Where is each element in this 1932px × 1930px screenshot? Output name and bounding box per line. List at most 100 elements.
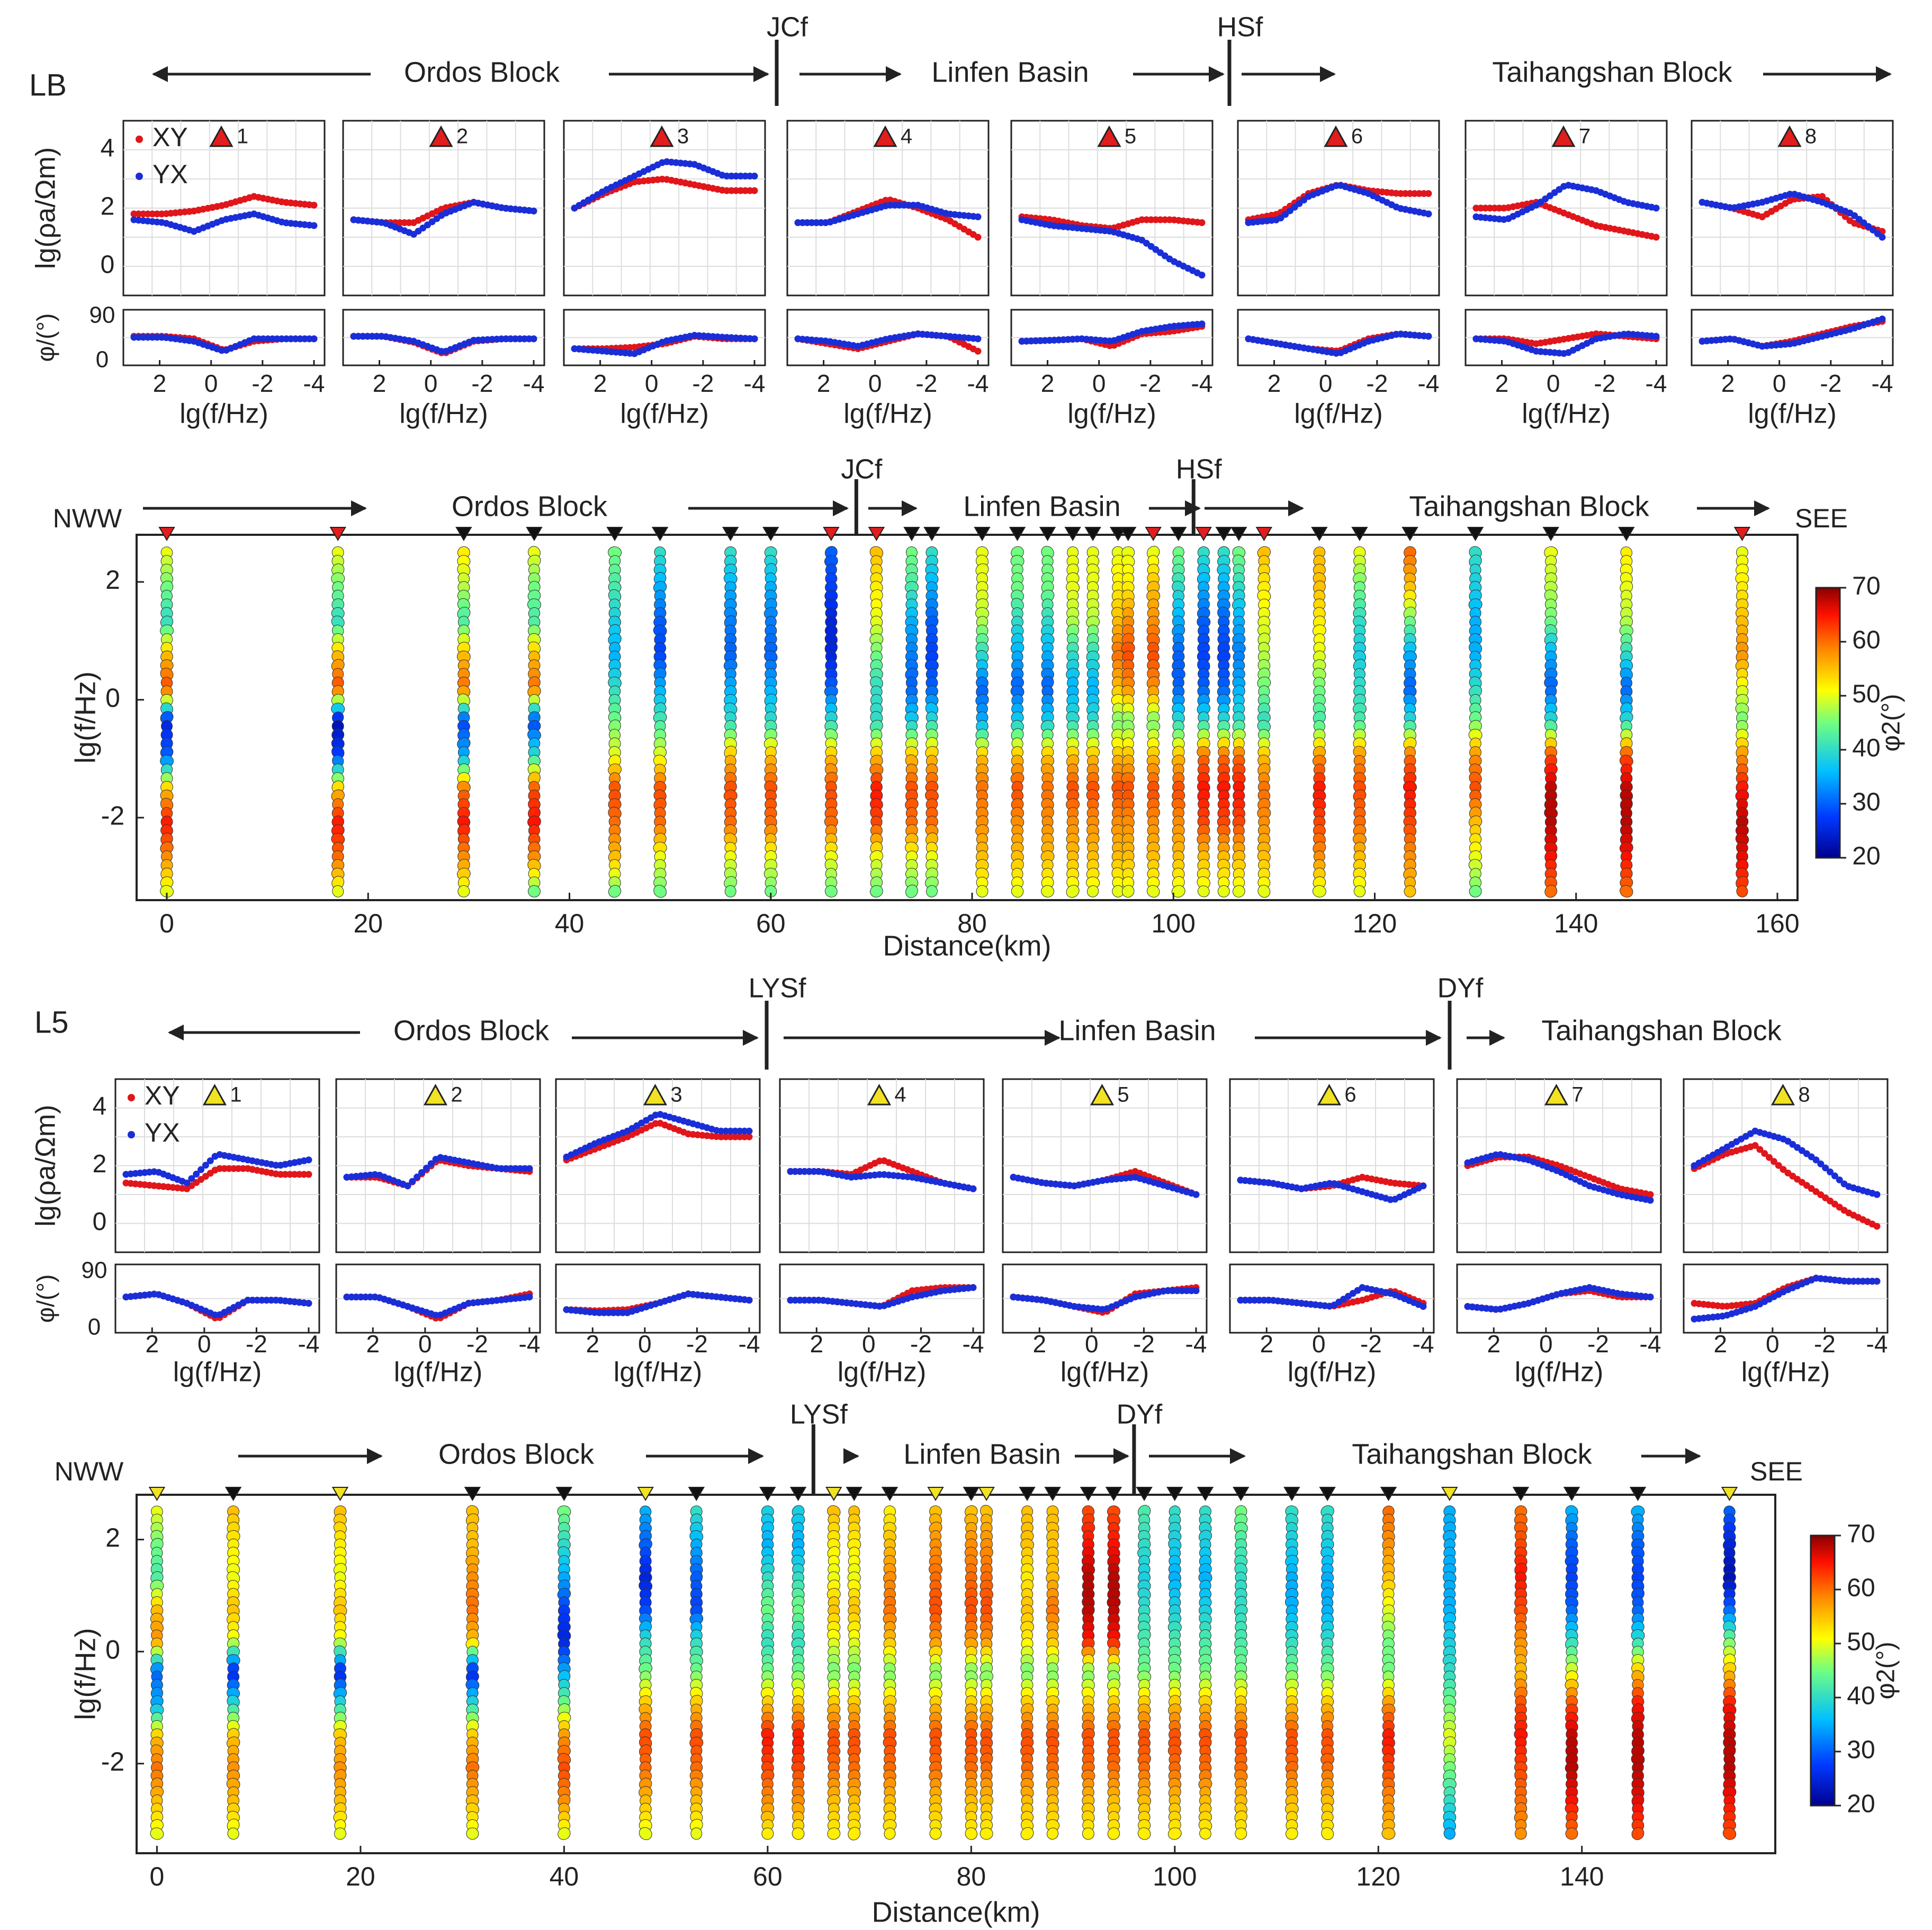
- station-number: 3: [670, 1083, 682, 1107]
- station-number: 8: [1805, 125, 1817, 148]
- station-number: 4: [901, 125, 912, 148]
- section-block-label: Ordos Block: [452, 490, 608, 522]
- freq-tick-label: -2: [1594, 370, 1615, 397]
- freq-axis-label: lg(f/Hz): [1748, 399, 1837, 429]
- section-fault-label: DYf: [1117, 1399, 1163, 1430]
- freq-tick-label: 0: [645, 370, 659, 397]
- freq-tick-label: 0: [424, 370, 438, 397]
- station-number: 8: [1798, 1083, 1810, 1107]
- freq-axis-label: lg(f/Hz): [1522, 399, 1611, 429]
- station-panel: 72 0 -2 -4lg(f/Hz): [1456, 1078, 1662, 1388]
- phi-axis-label: φ/(°): [32, 313, 59, 362]
- rho-axis-label: lg(ρa/Ωm): [31, 1105, 61, 1226]
- freq-tick-label: 2: [810, 1330, 823, 1358]
- yx-rho-point: [745, 1127, 753, 1135]
- freq-tick-label: 2: [366, 1330, 380, 1358]
- section-block-label: Linfen Basin: [963, 490, 1120, 522]
- colorbar-tick-label: 40: [1852, 734, 1880, 762]
- rho-tick-label: 2: [101, 193, 115, 221]
- yx-rho-point: [1286, 207, 1293, 214]
- yx-phase-point: [1647, 1294, 1654, 1301]
- freq-tick-label: -4: [1866, 1330, 1888, 1358]
- yx-rho-point: [1300, 196, 1308, 204]
- section-end-nww: NWW: [53, 504, 122, 533]
- freq-tick-label: 2: [153, 370, 167, 397]
- station-panel: 22 0 -2 -4lg(f/Hz): [335, 1078, 541, 1388]
- freq-tick-label: 0: [1319, 370, 1333, 397]
- xy-rho-point: [1198, 219, 1206, 226]
- fault-label: HSf: [1217, 12, 1263, 43]
- phi-tick-label: 0: [96, 347, 109, 373]
- section-x-axis-label: Distance(km): [883, 930, 1051, 962]
- station-panel: 42 0 -2 -4lg(f/Hz): [779, 1078, 985, 1388]
- station-number: 6: [1344, 1083, 1356, 1107]
- freq-tick-label: 0: [1547, 370, 1560, 397]
- section-x-tick-label: 20: [353, 909, 383, 938]
- profile-l5: L5 Ordos Block Linfen Basin Taihangshan Blo…: [31, 973, 1900, 1928]
- freq-tick-label: -4: [1413, 1330, 1434, 1358]
- freq-tick-label: 2: [1487, 1330, 1500, 1358]
- station-panel: 62 0 -2 -4lg(f/Hz): [1229, 1078, 1435, 1388]
- freq-axis-label: lg(f/Hz): [394, 1357, 483, 1388]
- yx-rho-point: [1198, 272, 1206, 279]
- section-y-tick-label: -2: [101, 801, 124, 830]
- station-number: 6: [1351, 125, 1363, 148]
- yx-rho-point: [1425, 210, 1432, 218]
- freq-axis-label: lg(f/Hz): [173, 1357, 262, 1388]
- freq-tick-label: -4: [967, 370, 989, 397]
- freq-tick-label: -4: [1418, 370, 1440, 397]
- freq-tick-label: 0: [1092, 370, 1106, 397]
- yx-rho-point: [305, 1156, 312, 1164]
- section-block-label: Linfen Basin: [903, 1438, 1061, 1470]
- freq-axis-label: lg(f/Hz): [1067, 399, 1156, 429]
- freq-axis-label: lg(f/Hz): [620, 399, 709, 429]
- yx-phase-point: [1873, 1278, 1881, 1285]
- station-panel: 72 0 -2 -4lg(f/Hz): [1464, 120, 1668, 429]
- freq-tick-label: -2: [692, 370, 714, 397]
- freq-axis-label: lg(f/Hz): [1288, 1357, 1377, 1388]
- block-label: Ordos Block: [393, 1015, 550, 1046]
- yx-rho-point: [1647, 1197, 1654, 1204]
- yx-phase-point: [751, 335, 758, 343]
- freq-tick-label: 2: [1721, 370, 1735, 397]
- rho-tick-label: 4: [93, 1092, 107, 1120]
- block-label: Linfen Basin: [1058, 1015, 1216, 1046]
- yx-phase-point: [974, 335, 982, 343]
- station-marker-icon: [1097, 125, 1121, 147]
- freq-tick-label: -2: [1587, 1330, 1609, 1358]
- yx-rho-point: [1282, 211, 1289, 218]
- section-x-tick-label: 140: [1554, 909, 1598, 938]
- legend-yx-label: YX: [152, 159, 188, 189]
- section-y-tick-label: 0: [105, 683, 120, 713]
- freq-tick-label: 0: [1773, 370, 1786, 397]
- yx-phase-point: [530, 335, 537, 343]
- freq-axis-label: lg(f/Hz): [1294, 399, 1383, 429]
- station-marker-icon: [650, 125, 674, 147]
- freq-axis-label: lg(f/Hz): [843, 399, 932, 429]
- station-number: 5: [1117, 1083, 1129, 1107]
- legend-yx-marker: [136, 173, 143, 180]
- phi-tick-label: 90: [82, 1258, 107, 1283]
- freq-tick-label: 0: [1539, 1330, 1553, 1358]
- yx-rho-point: [1277, 214, 1284, 222]
- section-y-tick-label: 2: [105, 565, 120, 595]
- station-panel: 32 0 -2 -4lg(f/Hz): [555, 1078, 761, 1388]
- yx-phase-point: [1419, 1303, 1427, 1310]
- freq-tick-label: -2: [1814, 1330, 1836, 1358]
- freq-axis-label: lg(f/Hz): [1061, 1357, 1149, 1388]
- freq-tick-label: 2: [373, 370, 387, 397]
- profile-title: L5: [34, 1005, 69, 1039]
- freq-axis-label: lg(f/Hz): [399, 399, 488, 429]
- station-marker-icon: [429, 125, 453, 147]
- station-panel: 62 0 -2 -4lg(f/Hz): [1237, 120, 1440, 429]
- freq-tick-label: 0: [638, 1330, 652, 1358]
- legend-yx-marker: [128, 1131, 135, 1138]
- station-number: 1: [230, 1083, 241, 1107]
- colorbar-tick-label: 20: [1852, 842, 1880, 870]
- freq-tick-label: 2: [1260, 1330, 1273, 1358]
- freq-tick-label: -2: [1139, 370, 1161, 397]
- freq-tick-label: -2: [466, 1330, 488, 1358]
